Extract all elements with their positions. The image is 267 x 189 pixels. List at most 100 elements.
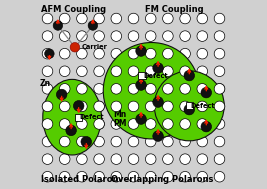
Circle shape [94, 119, 104, 129]
Circle shape [201, 87, 211, 98]
Circle shape [77, 101, 87, 112]
Circle shape [214, 136, 225, 147]
Circle shape [77, 171, 87, 182]
Circle shape [103, 43, 200, 139]
Circle shape [163, 66, 173, 77]
Ellipse shape [43, 79, 101, 155]
Circle shape [180, 66, 190, 77]
Circle shape [153, 97, 163, 107]
Circle shape [136, 114, 146, 124]
Circle shape [214, 154, 225, 164]
Circle shape [180, 84, 190, 94]
Circle shape [136, 80, 146, 90]
Circle shape [146, 101, 156, 112]
Bar [186, 102, 193, 109]
Circle shape [154, 71, 224, 141]
Circle shape [153, 63, 163, 73]
Circle shape [111, 66, 121, 77]
Circle shape [94, 13, 104, 24]
Circle shape [214, 84, 225, 94]
Circle shape [180, 119, 190, 129]
Circle shape [111, 119, 121, 129]
Circle shape [77, 31, 87, 41]
Circle shape [214, 48, 225, 59]
Circle shape [146, 101, 156, 112]
Circle shape [163, 48, 173, 59]
Circle shape [128, 66, 139, 77]
Circle shape [136, 46, 146, 56]
Circle shape [128, 119, 139, 129]
Circle shape [184, 104, 195, 115]
Circle shape [42, 31, 53, 41]
Circle shape [45, 49, 54, 58]
Circle shape [94, 136, 104, 147]
Circle shape [197, 119, 207, 129]
Circle shape [42, 66, 53, 77]
Circle shape [146, 119, 156, 129]
Text: Mn: Mn [114, 110, 127, 119]
Circle shape [128, 84, 139, 94]
Circle shape [197, 48, 207, 59]
Circle shape [128, 154, 139, 164]
Text: Carrier: Carrier [81, 44, 107, 50]
Circle shape [163, 101, 173, 112]
Circle shape [88, 21, 98, 30]
Circle shape [180, 101, 190, 112]
Circle shape [180, 101, 190, 112]
Circle shape [77, 48, 87, 59]
Circle shape [60, 101, 70, 112]
Circle shape [60, 119, 70, 129]
Circle shape [77, 84, 87, 94]
Circle shape [163, 84, 173, 94]
Text: FM Coupling: FM Coupling [145, 5, 203, 14]
Text: Defect: Defect [143, 73, 168, 79]
Circle shape [146, 84, 156, 94]
Circle shape [163, 136, 173, 147]
Circle shape [42, 154, 53, 164]
Circle shape [197, 31, 207, 41]
Circle shape [214, 101, 225, 112]
Circle shape [77, 119, 87, 129]
Circle shape [66, 125, 76, 136]
Circle shape [146, 13, 156, 24]
Circle shape [180, 66, 190, 77]
Circle shape [128, 48, 139, 59]
Circle shape [197, 154, 207, 164]
Bar [138, 72, 146, 79]
Circle shape [146, 84, 156, 94]
Circle shape [180, 119, 190, 129]
Circle shape [180, 84, 190, 94]
Circle shape [128, 101, 139, 112]
Circle shape [111, 84, 121, 94]
Circle shape [94, 31, 104, 41]
Circle shape [214, 119, 225, 129]
Circle shape [146, 66, 156, 77]
Circle shape [60, 119, 70, 129]
Circle shape [94, 101, 104, 112]
Text: Zn: Zn [40, 79, 51, 88]
Circle shape [153, 131, 163, 141]
Circle shape [42, 136, 53, 147]
Circle shape [94, 48, 104, 59]
Circle shape [180, 154, 190, 164]
Circle shape [77, 84, 87, 94]
Circle shape [111, 171, 121, 182]
Circle shape [42, 101, 53, 112]
Circle shape [180, 48, 190, 59]
Circle shape [128, 101, 139, 112]
Circle shape [197, 84, 207, 94]
Circle shape [163, 119, 173, 129]
Circle shape [60, 154, 70, 164]
Circle shape [60, 66, 70, 77]
Circle shape [111, 101, 121, 112]
Circle shape [214, 31, 225, 41]
Circle shape [180, 171, 190, 182]
Circle shape [146, 136, 156, 147]
Circle shape [201, 121, 211, 132]
Circle shape [42, 13, 53, 24]
Circle shape [197, 101, 207, 112]
Circle shape [197, 13, 207, 24]
Circle shape [94, 119, 104, 129]
Circle shape [128, 48, 139, 59]
Circle shape [163, 48, 173, 59]
